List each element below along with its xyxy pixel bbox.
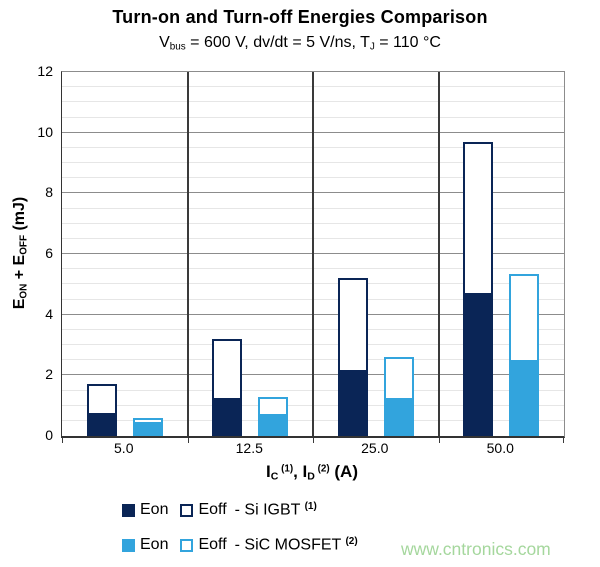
- x-tick-label: 25.0: [361, 440, 389, 456]
- y-tick-label: 2: [45, 366, 53, 383]
- bar-segment-eoff: [509, 273, 540, 362]
- subtitle-part: = 110 °C: [374, 34, 441, 51]
- watermark: www.cntronics.com: [401, 539, 551, 559]
- bar-segment-eon: [258, 416, 289, 436]
- y-tick-label: 10: [37, 123, 53, 140]
- legend-row-si-igbt: Eon Eoff - Si IGBT (1): [122, 501, 317, 520]
- x-axis-tick: [563, 438, 564, 443]
- chart-subtitle: Vbus = 600 V, dv/dt = 5 V/ns, TJ = 110 °…: [0, 34, 600, 52]
- bar-si-igbt-5: [86, 384, 117, 436]
- category-separator: [186, 72, 189, 436]
- bar-segment-eon: [509, 361, 540, 436]
- x-tick-label: 12.5: [235, 440, 263, 456]
- bar-si-igbt-25: [337, 278, 368, 436]
- bar-segment-eoff: [337, 278, 368, 373]
- category-separator: [312, 72, 314, 436]
- bar-sic-mosfet-50: [509, 273, 540, 436]
- bar-sic-mosfet-12.5: [258, 396, 289, 436]
- y-tick-label: 6: [45, 245, 53, 261]
- bar-segment-eoff: [212, 338, 243, 400]
- category-separator: [437, 72, 440, 436]
- bar-segment-eoff: [86, 384, 117, 415]
- bar-segment-eoff: [463, 141, 494, 295]
- bar-si-igbt-50: [463, 141, 494, 436]
- bar-segment-eon: [132, 423, 163, 436]
- bar-segment-eon: [212, 399, 243, 436]
- y-tick-label: 0: [45, 427, 53, 443]
- bar-segment-eon: [383, 399, 414, 436]
- legend-eon-si-swatch: [122, 503, 135, 517]
- bar-sic-mosfet-5: [132, 417, 163, 436]
- y-tick-label: 8: [45, 184, 53, 201]
- plot-area: [61, 71, 565, 443]
- subtitle-subscript: J: [369, 41, 375, 53]
- bar-segment-eon: [86, 414, 117, 436]
- x-axis-tick: [62, 438, 63, 443]
- bar-segment-eon: [463, 294, 494, 436]
- x-axis-tick: [438, 438, 440, 443]
- bar-si-igbt-12.5: [212, 338, 243, 436]
- legend-eoff-si-label: Eoff: [198, 501, 227, 519]
- y-tick-label: 12: [37, 63, 53, 79]
- legend-eon-si-label: Eon: [140, 501, 169, 519]
- x-axis-tick: [313, 438, 314, 443]
- legend-row-sic-mosfet: Eon Eoff - SiC MOSFET (2): [122, 536, 358, 555]
- x-tick-label: 50.0: [486, 440, 514, 456]
- legend-eoff-si-swatch: [180, 503, 194, 517]
- bar-segment-eoff: [258, 396, 289, 417]
- legend-series-sic-label: - SiC MOSFET (2): [234, 536, 358, 554]
- bar-segment-eoff: [132, 417, 163, 424]
- bar-segment-eon: [337, 372, 368, 436]
- x-axis-tick: [187, 438, 189, 443]
- legend-series-si-label: - Si IGBT (1): [234, 501, 317, 519]
- subtitle-subscript: bus: [169, 41, 186, 53]
- x-tick-label: 5.0: [114, 440, 134, 456]
- chart-title: Turn-on and Turn-off Energies Comparison: [112, 7, 488, 27]
- y-tick-label: 4: [45, 305, 53, 322]
- subtitle-part: V: [159, 34, 170, 51]
- subtitle-part: = 600 V, dv/dt = 5 V/ns, T: [185, 34, 370, 51]
- legend-eoff-sic-swatch: [180, 538, 194, 552]
- legend-eoff-sic-label: Eoff: [198, 536, 227, 554]
- legend-eon-sic-swatch: [122, 538, 135, 552]
- legend-eon-sic-label: Eon: [140, 536, 169, 554]
- bar-sic-mosfet-25: [383, 357, 414, 436]
- x-axis-title: IC (1), ID (2) (A): [265, 462, 358, 483]
- bar-segment-eoff: [383, 357, 414, 400]
